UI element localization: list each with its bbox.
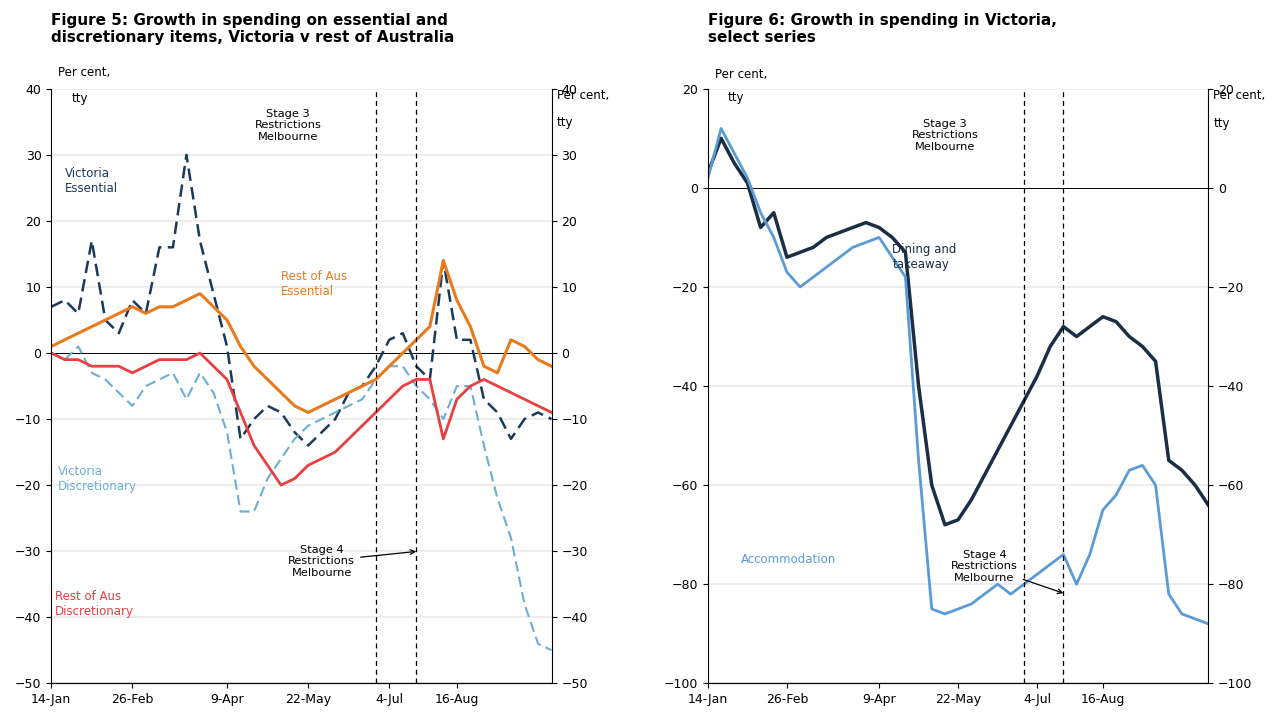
Text: Per cent,: Per cent, [714,68,767,81]
Text: Per cent,: Per cent, [557,89,609,102]
Text: Stage 3
Restrictions
Melbourne: Stage 3 Restrictions Melbourne [255,109,321,142]
Text: Victoria
Discretionary: Victoria Discretionary [58,464,137,492]
Text: Figure 5: Growth in spending on essential and
discretionary items, Victoria v re: Figure 5: Growth in spending on essentia… [51,13,454,45]
Text: Stage 4
Restrictions
Melbourne: Stage 4 Restrictions Melbourne [288,544,415,578]
Text: tty: tty [557,115,573,128]
Text: tty: tty [728,92,744,105]
Text: Rest of Aus
Discretionary: Rest of Aus Discretionary [55,590,134,618]
Text: Per cent,: Per cent, [1213,89,1266,102]
Text: tty: tty [72,92,88,105]
Text: tty: tty [1213,118,1230,131]
Text: Rest of Aus
Essential: Rest of Aus Essential [282,270,347,298]
Text: Stage 3
Restrictions
Melbourne: Stage 3 Restrictions Melbourne [911,118,978,151]
Text: Stage 4
Restrictions
Melbourne: Stage 4 Restrictions Melbourne [951,549,1062,593]
Text: Per cent,: Per cent, [58,66,110,79]
Text: Figure 6: Growth in spending in Victoria,
select series: Figure 6: Growth in spending in Victoria… [708,13,1057,45]
Text: Victoria
Essential: Victoria Essential [65,167,118,195]
Text: Accommodation: Accommodation [741,553,836,566]
Text: Dining and
takeaway: Dining and takeaway [892,243,956,271]
